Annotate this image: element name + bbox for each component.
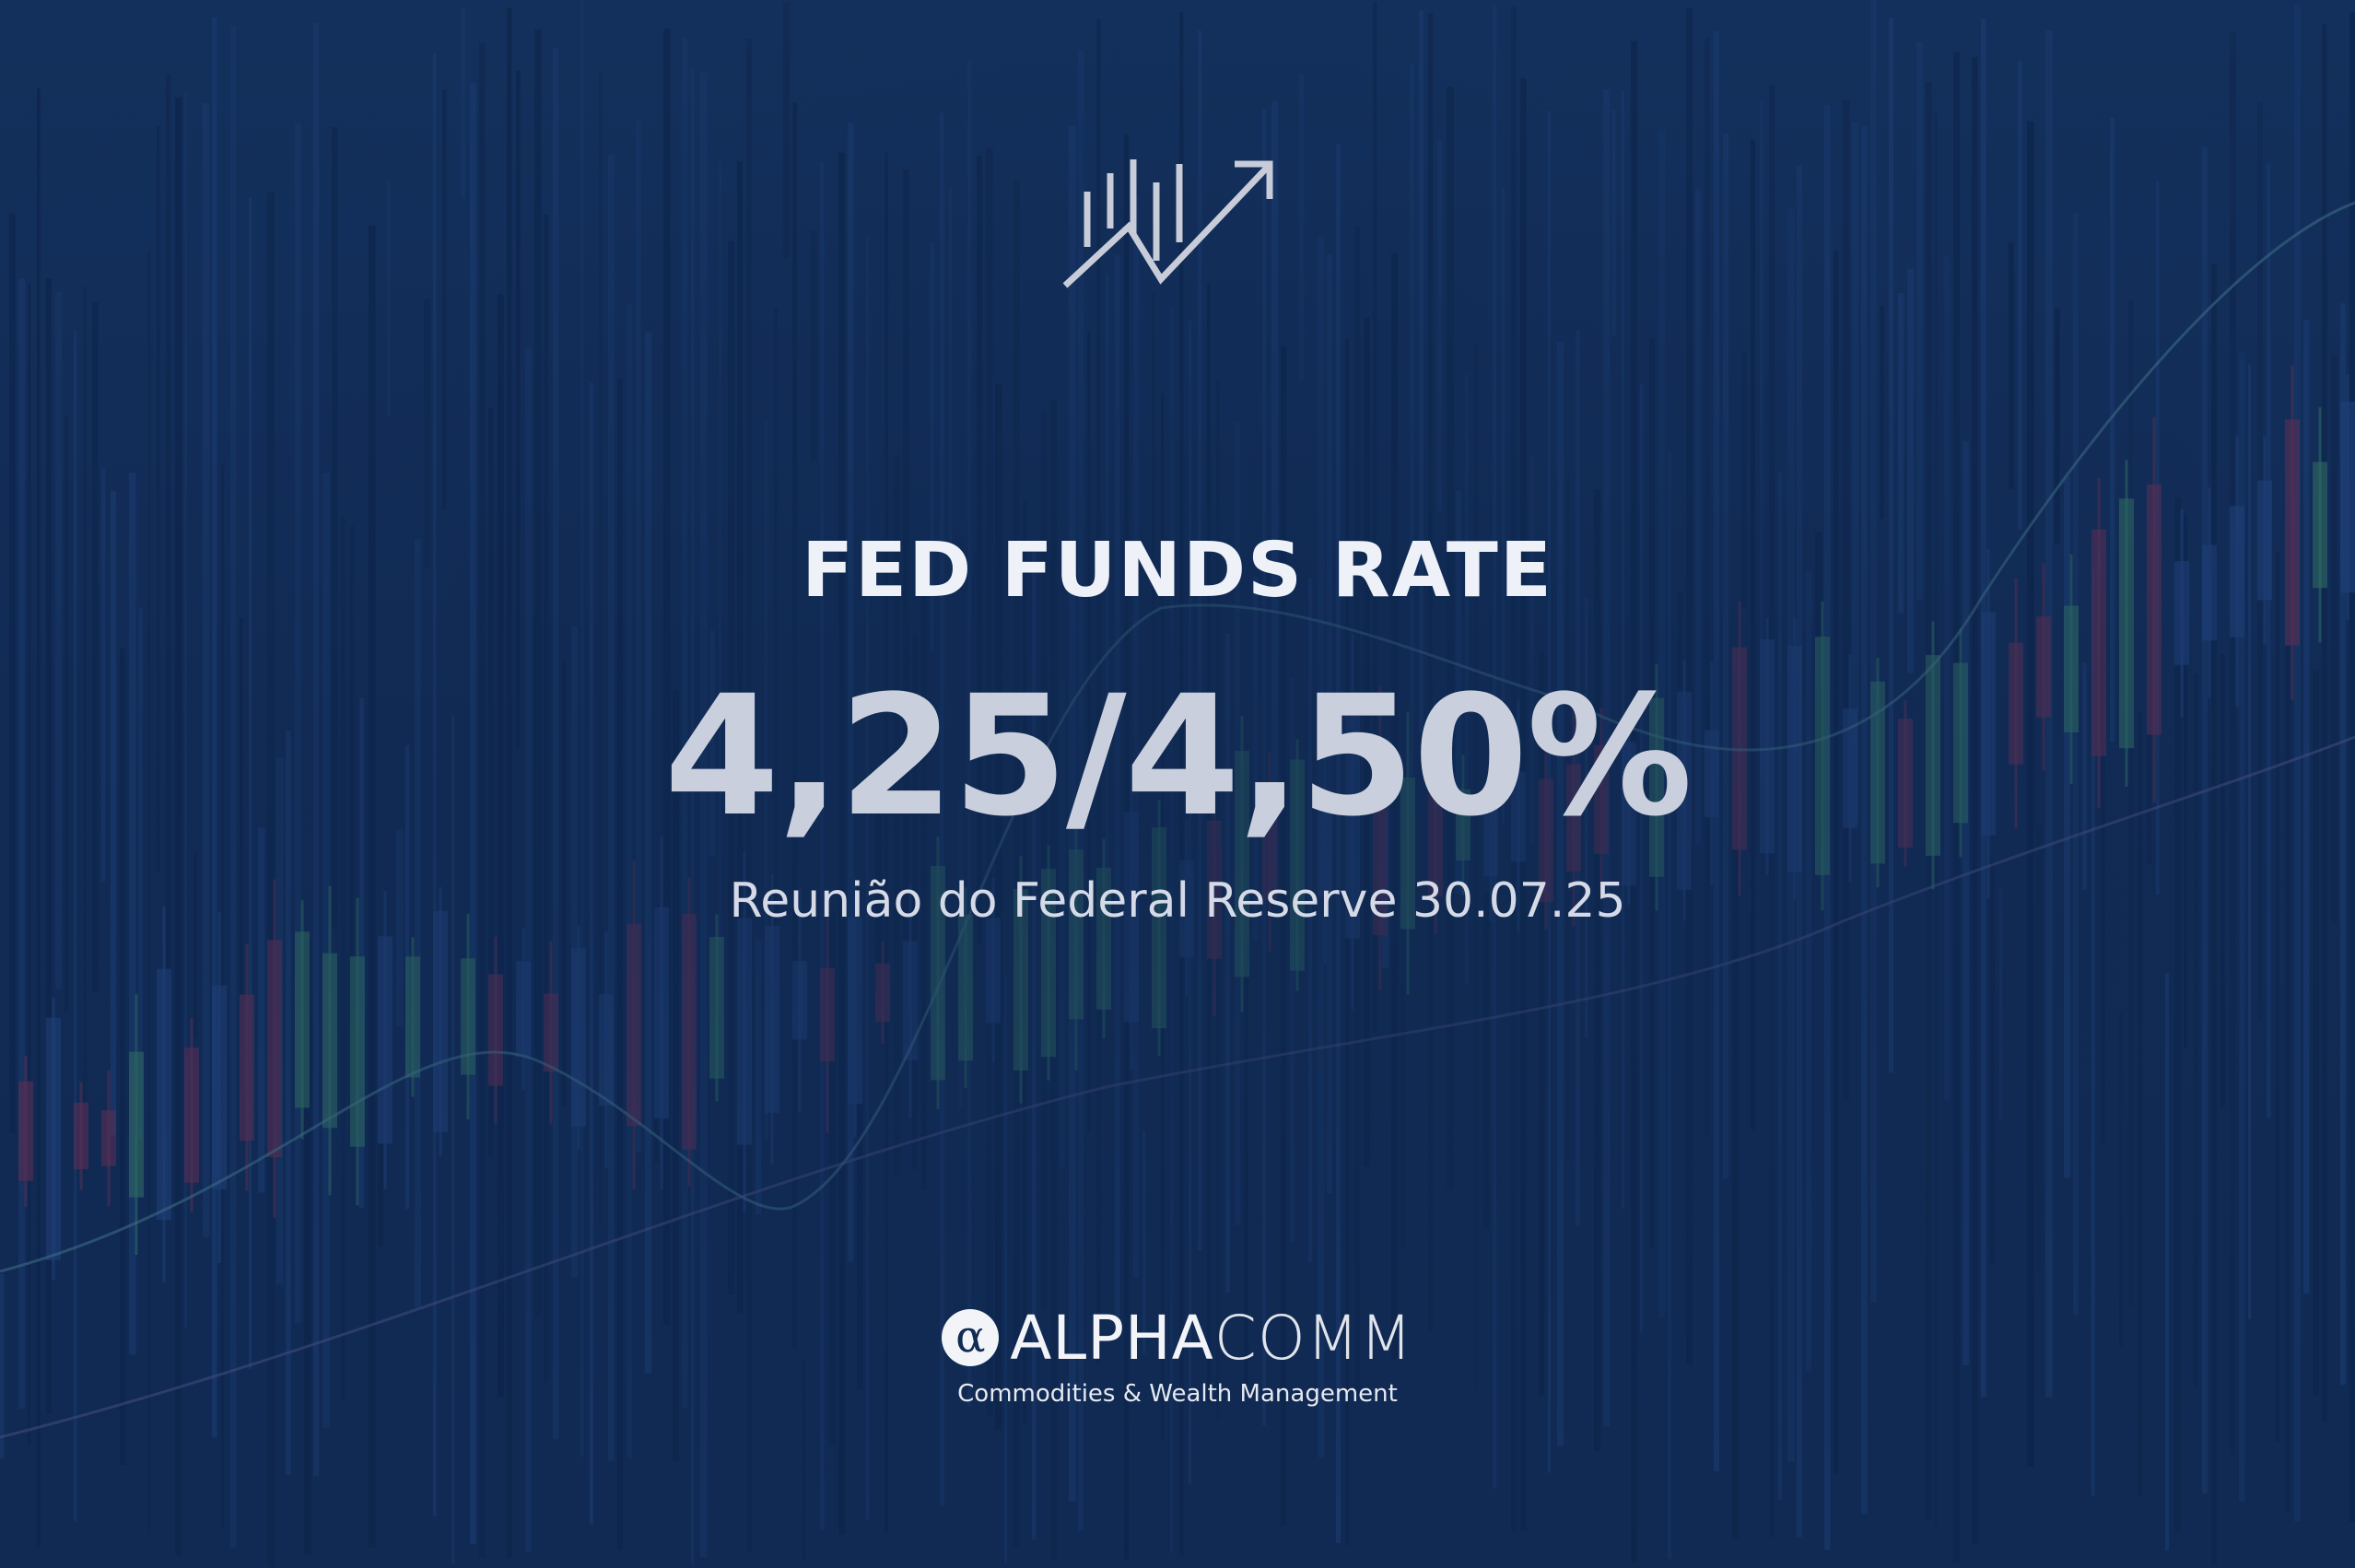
- background-streak: [2055, 308, 2060, 544]
- background-streak: [756, 940, 762, 1215]
- background-candle-body: [18, 1081, 33, 1181]
- background-streak: [1834, 251, 1839, 1474]
- background-streak: [1751, 139, 1755, 1130]
- background-streak: [1447, 87, 1454, 1189]
- background-candle-body: [599, 994, 614, 1106]
- background-streak: [1916, 41, 1924, 600]
- background-candle-body: [571, 948, 586, 1127]
- background-candle-body: [875, 963, 890, 1023]
- background-streak: [1870, 0, 1877, 1303]
- background-streak: [442, 89, 447, 510]
- background-candle-body: [378, 936, 392, 1144]
- background-candle-body: [792, 961, 807, 1040]
- background-candle-body: [516, 961, 531, 1058]
- background-streak: [498, 294, 504, 1398]
- background-candle-body: [654, 907, 669, 1119]
- background-streak: [1622, 89, 1625, 1210]
- background-candle-body: [737, 918, 752, 1145]
- background-streak: [949, 187, 953, 545]
- background-streak: [1004, 977, 1008, 1563]
- background-streak: [1483, 894, 1490, 1228]
- background-candle-body: [765, 925, 779, 1114]
- background-streak: [2110, 117, 2115, 743]
- rate-value: 4,25/4,50%: [663, 661, 1693, 853]
- background-candle-body: [903, 941, 918, 1060]
- background-candle-body: [709, 936, 724, 1079]
- background-streak: [1437, 140, 1443, 512]
- background-candle-body: [184, 1047, 199, 1183]
- background-streak: [18, 278, 26, 1409]
- background-candle-body: [157, 968, 171, 1221]
- background-streak: [2267, 163, 2271, 1118]
- background-candle-body: [240, 994, 254, 1141]
- background-candle-body: [488, 974, 503, 1086]
- background-candle-body: [682, 913, 697, 1150]
- background-streak: [203, 103, 210, 1238]
- background-streak: [1723, 133, 1729, 1179]
- background-streak: [2248, 364, 2252, 1320]
- background-candle-body: [46, 1017, 61, 1260]
- background-candle-body: [129, 1051, 144, 1198]
- background-candle-body: [405, 956, 420, 1078]
- background-streak: [2119, 1011, 2123, 1348]
- background-streak: [2018, 61, 2022, 530]
- background-streak: [341, 517, 346, 1402]
- background-candle-body: [986, 917, 1001, 1024]
- background-streak: [645, 332, 652, 1374]
- background-candle-body: [820, 967, 835, 1061]
- background-streak: [783, 2, 791, 259]
- background-candle-body: [267, 940, 282, 1158]
- background-candle-body: [295, 931, 310, 1108]
- alpha-circle-icon: α: [942, 1309, 1000, 1366]
- background-streak: [811, 230, 817, 462]
- background-streak: [534, 29, 542, 1317]
- background-streak: [1880, 306, 1885, 519]
- background-candle-body: [74, 1102, 88, 1170]
- logo-name-light: COMM: [1213, 1302, 1413, 1374]
- background-candle-body: [627, 924, 641, 1127]
- background-candle-body: [544, 993, 558, 1072]
- background-candle-body: [433, 910, 448, 1133]
- company-logo: α ALPHA COMM: [0, 1301, 2355, 1375]
- background-streak: [28, 283, 31, 1446]
- background-streak: [461, 8, 466, 199]
- company-tagline: Commodities & Wealth Management: [957, 1380, 1398, 1408]
- background-streak: [2165, 973, 2170, 1550]
- background-candle-body: [212, 985, 227, 1189]
- background-streak: [1419, 10, 1424, 733]
- headline: FED FUNDS RATE: [802, 527, 1553, 614]
- background-streak: [1640, 383, 1644, 1333]
- rising-chart-arrow-icon: [1062, 159, 1273, 288]
- background-streak: [1400, 986, 1405, 1247]
- meeting-subtitle: Reunião do Federal Reserve 30.07.25: [729, 873, 1626, 929]
- background-candle-body: [350, 956, 365, 1147]
- background-candle-body: [101, 1110, 116, 1166]
- background-streak: [387, 181, 391, 417]
- background-candle-body: [848, 918, 862, 1105]
- background-streak: [2009, 242, 2014, 489]
- background-candle-body: [322, 953, 337, 1129]
- background-streak: [1474, 343, 1478, 1388]
- background-streak: [516, 70, 521, 750]
- background-streak: [1299, 74, 1305, 381]
- logo-name-bold: ALPHA: [1010, 1302, 1214, 1374]
- background-streak: [451, 715, 455, 1564]
- background-streak: [1612, 110, 1616, 335]
